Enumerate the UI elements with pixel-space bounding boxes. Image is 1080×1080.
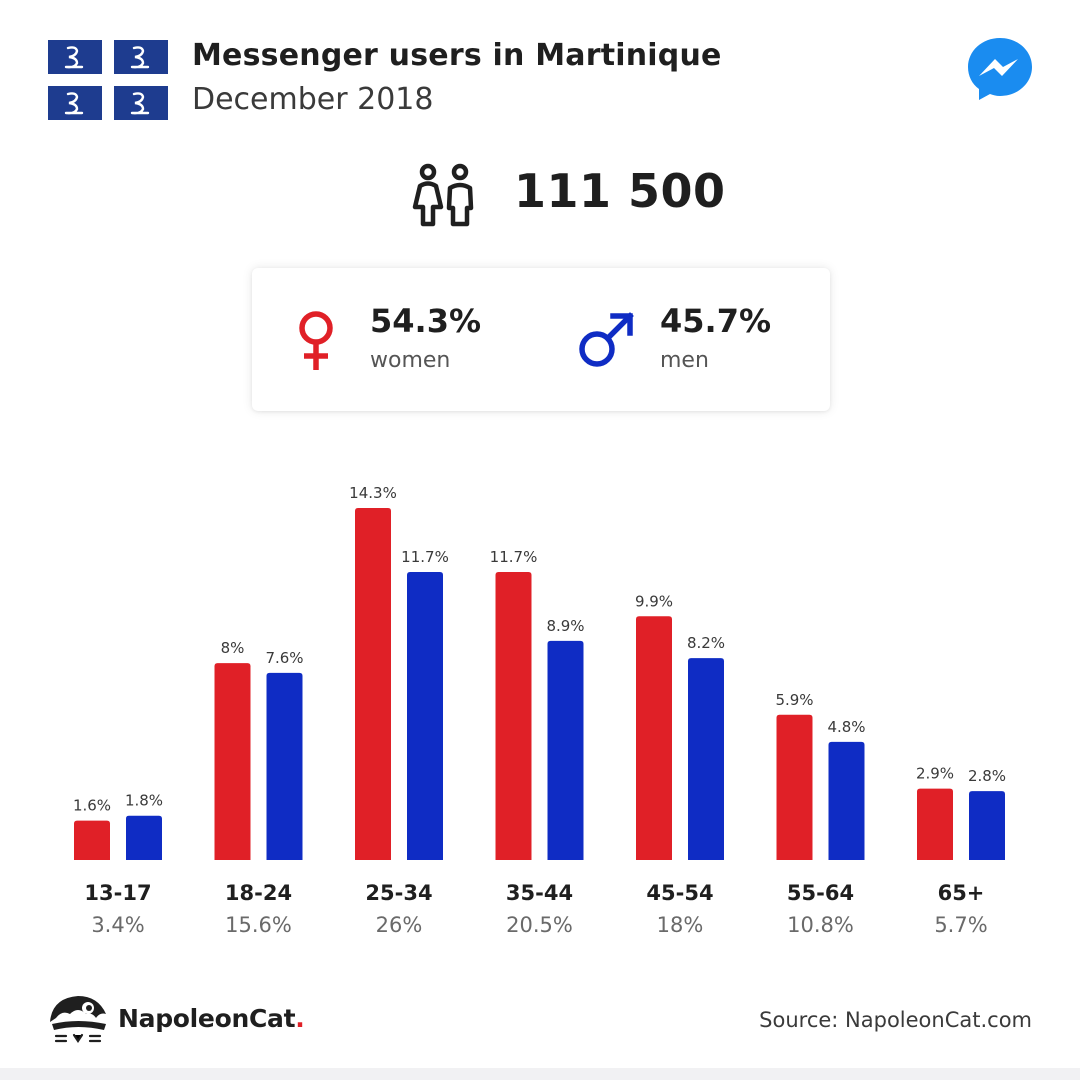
brand-dot: . — [295, 1004, 305, 1033]
category-total-45-54: 18% — [657, 913, 704, 937]
category-total-65+: 5.7% — [934, 913, 987, 937]
bar-label-men-65+: 2.8% — [968, 767, 1006, 785]
page-title: Messenger users in Martinique — [192, 38, 722, 73]
bar-women-18-24 — [214, 663, 251, 860]
female-symbol-icon — [296, 310, 336, 372]
category-label-55-64: 55-64 — [787, 881, 854, 905]
bar-women-25-34 — [355, 508, 391, 860]
men-percent: 45.7% — [660, 302, 772, 340]
bar-label-women-55-64: 5.9% — [775, 691, 813, 709]
male-symbol-icon — [576, 310, 636, 370]
bar-men-55-64 — [828, 741, 865, 860]
messenger-icon — [966, 36, 1034, 102]
category-label-18-24: 18-24 — [225, 881, 292, 905]
bar-women-13-17 — [74, 820, 110, 860]
bar-men-65+ — [969, 791, 1005, 860]
martinique-flag-icon — [48, 40, 168, 120]
category-total-25-34: 26% — [376, 913, 423, 937]
category-total-18-24: 15.6% — [225, 913, 292, 937]
brand-name: NapoleonCat. — [118, 1004, 305, 1033]
bar-label-men-13-17: 1.8% — [125, 792, 163, 810]
category-total-55-64: 10.8% — [787, 913, 854, 937]
age-gender-bar-chart: 1.6% 1.8% 13-17 3.4% 8% 7.6% 18-24 15.6% 14.3% 11… — [73, 484, 1006, 937]
category-label-35-44: 35-44 — [506, 881, 573, 905]
bar-label-men-18-24: 7.6% — [265, 649, 303, 667]
bar-label-men-55-64: 4.8% — [827, 718, 865, 736]
men-label: men — [660, 348, 709, 373]
category-total-13-17: 3.4% — [91, 913, 144, 937]
bar-label-women-13-17: 1.6% — [73, 797, 111, 815]
bar-label-men-45-54: 8.2% — [687, 634, 725, 652]
bar-label-women-25-34: 14.3% — [349, 484, 397, 502]
category-label-65+: 65+ — [938, 881, 985, 905]
bar-men-13-17 — [126, 815, 162, 860]
bar-label-men-25-34: 11.7% — [401, 548, 449, 566]
bar-label-women-65+: 2.9% — [916, 765, 954, 783]
bar-women-45-54 — [636, 616, 672, 860]
category-total-35-44: 20.5% — [506, 913, 573, 937]
brand-text: NapoleonCat — [118, 1004, 296, 1033]
bar-men-35-44 — [547, 640, 584, 860]
bar-men-25-34 — [407, 572, 443, 860]
bar-women-65+ — [917, 788, 953, 860]
gender-card — [252, 268, 830, 411]
category-label-25-34: 25-34 — [365, 881, 432, 905]
women-percent: 54.3% — [370, 302, 482, 340]
source-credit: Source: NapoleonCat.com — [759, 1008, 1032, 1032]
women-label: women — [370, 348, 451, 373]
total-users-value: 111 500 — [514, 164, 726, 218]
bar-women-55-64 — [776, 714, 813, 860]
category-label-13-17: 13-17 — [84, 881, 151, 905]
bar-label-women-18-24: 8% — [221, 639, 245, 657]
page-subtitle: December 2018 — [192, 82, 434, 117]
napoleoncat-logo-icon — [48, 992, 110, 1044]
bar-label-women-35-44: 11.7% — [490, 548, 538, 566]
bar-women-35-44 — [495, 572, 532, 860]
bar-men-45-54 — [688, 658, 724, 860]
category-label-45-54: 45-54 — [646, 881, 713, 905]
bar-men-18-24 — [266, 672, 303, 860]
people-icon — [408, 162, 480, 232]
bar-label-women-45-54: 9.9% — [635, 592, 673, 610]
bar-label-men-35-44: 8.9% — [546, 617, 584, 635]
bottom-strip — [0, 1068, 1080, 1080]
